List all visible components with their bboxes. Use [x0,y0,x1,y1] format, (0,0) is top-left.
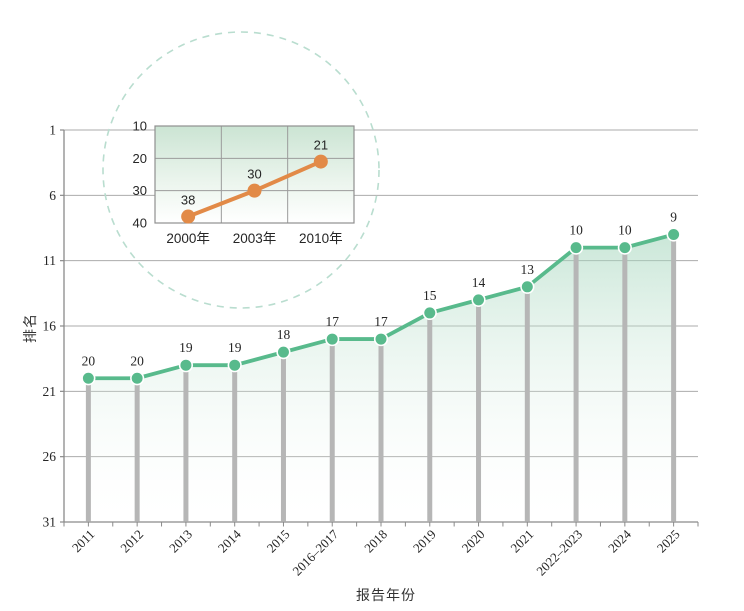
data-point-marker [568,240,584,255]
data-point-marker [276,345,291,360]
x-ticks [63,522,699,527]
data-label: 19 [179,340,193,355]
data-point-marker [373,331,389,347]
inset-x-category-label: 2003年 [233,231,277,246]
data-label: 20 [130,353,144,368]
inset-y-tick-label: 20 [133,151,147,166]
data-label: 14 [472,275,486,290]
x-category-label: 2024 [605,526,634,555]
inset-y-tick-label: 40 [133,216,147,231]
inset-plot-border [154,125,355,224]
data-label: 17 [325,314,339,329]
y-tick-label: 16 [43,319,57,334]
inset-data-point-marker [313,154,328,169]
inset-data-point-marker [181,209,196,224]
inset-plot-area [155,126,354,223]
data-label: 10 [569,223,583,238]
x-category-label: 2019 [410,527,439,556]
data-point-marker [666,227,681,242]
data-point-marker [422,305,437,321]
x-category-label: 2022–2023 [533,527,585,579]
y-tick-label: 1 [49,123,56,138]
y-axis-title: 排名 [22,313,38,343]
inset-data-point-marker [247,183,262,198]
x-category-label: 2015 [264,527,293,556]
x-axis-title: 报告年份 [356,587,416,603]
data-point-marker [178,358,194,373]
x-category-label: 2013 [166,527,195,556]
data-point-marker [81,371,96,386]
inset-x-category-label: 2000年 [166,231,210,246]
data-point-marker [130,371,145,386]
data-label: 19 [228,340,242,355]
data-point-marker [325,331,340,347]
inset-highlight-dashed-circle [102,31,380,309]
inset-data-label: 21 [314,138,328,153]
data-label: 13 [521,262,535,277]
data-point-marker [471,292,486,307]
data-label: 10 [618,223,632,238]
x-category-label: 2018 [361,527,390,556]
drop-lines [85,234,677,522]
data-point-marker [227,358,242,373]
y-tick-label: 21 [43,384,57,399]
x-category-label: 2012 [117,527,146,556]
data-label: 17 [374,314,388,329]
y-tick-label: 11 [43,253,56,268]
data-point-marker [520,279,535,294]
inset-chart: 10 20 30 40 2000年 2003年 2010年 38 30 21 [133,119,355,246]
data-label: 20 [82,353,96,368]
inset-x-category-label: 2010年 [299,231,343,246]
data-label: 9 [670,210,677,225]
inset-data-label: 30 [247,167,261,182]
inset-data-label: 38 [181,193,195,208]
data-points: 20 20 19 19 18 17 17 15 14 13 10 10 9 [81,210,681,386]
inset-y-tick-label: 10 [133,119,147,134]
data-point-marker [617,240,632,255]
data-label: 15 [423,288,437,303]
x-category-label: 2016–2017 [289,526,341,578]
x-category-label: 2014 [215,526,244,555]
inset-y-tick-label: 30 [133,183,147,198]
x-category-label: 2020 [459,527,488,556]
y-tick-label: 6 [49,188,56,203]
y-tick-label: 26 [43,449,57,464]
data-label: 18 [277,327,291,342]
x-category-label: 2025 [654,527,683,556]
x-category-label: 2011 [69,527,98,556]
x-category-label: 2021 [507,527,536,556]
y-tick-label: 31 [43,515,57,530]
